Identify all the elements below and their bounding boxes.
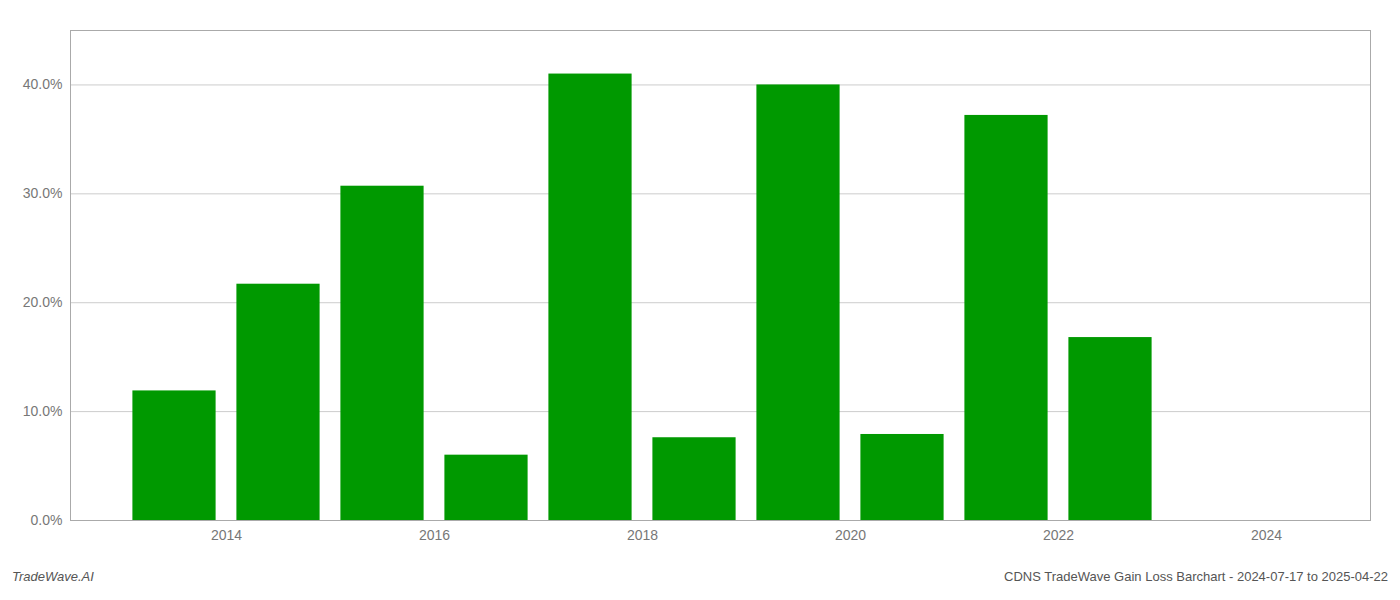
svg-text:40.0%: 40.0% <box>23 76 63 92</box>
svg-text:2022: 2022 <box>1043 527 1074 543</box>
svg-text:0.0%: 0.0% <box>31 512 63 528</box>
svg-text:2018: 2018 <box>627 527 658 543</box>
html-text:CDNS TradeWave Gain Loss Barch: CDNS TradeWave Gain Loss Barchart - 2024… <box>1004 569 1388 584</box>
svg-text:20.0%: 20.0% <box>23 294 63 310</box>
html-text:TradeWave.AI: TradeWave.AI <box>12 569 94 584</box>
svg-text:30.0%: 30.0% <box>23 185 63 201</box>
svg-text:10.0%: 10.0% <box>23 403 63 419</box>
svg-text:2024: 2024 <box>1251 527 1282 543</box>
svg-text:2020: 2020 <box>835 527 866 543</box>
svg-text:2014: 2014 <box>211 527 242 543</box>
svg-text:2016: 2016 <box>419 527 450 543</box>
